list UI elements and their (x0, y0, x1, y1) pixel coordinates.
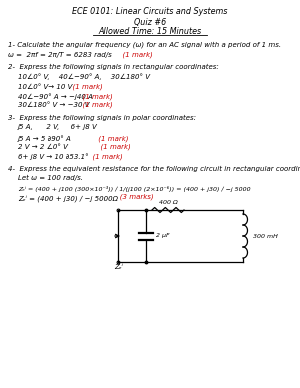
Text: (1 mark): (1 mark) (68, 84, 103, 90)
Text: Zₑⁱ = (400 + j30) ∕ −j 5000Ω: Zₑⁱ = (400 + j30) ∕ −j 5000Ω (18, 194, 118, 201)
Text: 300 mH: 300 mH (253, 234, 278, 239)
Text: Allowed Time: 15 Minutes: Allowed Time: 15 Minutes (98, 27, 202, 36)
Text: 40∠−90° A → −j40 A: 40∠−90° A → −j40 A (18, 93, 93, 100)
Text: 10∠0° V,    40∠−90° A,    30∠180° V: 10∠0° V, 40∠−90° A, 30∠180° V (18, 73, 150, 80)
Text: Zₑⁱ: Zₑⁱ (114, 264, 123, 270)
Text: 2-  Express the following signals in rectangular coordinates:: 2- Express the following signals in rect… (8, 64, 219, 70)
Text: (1 mark): (1 mark) (78, 135, 128, 142)
Text: (3 marks): (3 marks) (113, 194, 154, 201)
Text: (1 mark): (1 mark) (78, 93, 113, 99)
Text: 30∠180° V → −30 V: 30∠180° V → −30 V (18, 102, 89, 108)
Text: 3-  Express the following signals in polar coordinates:: 3- Express the following signals in pola… (8, 115, 196, 121)
Text: j5 A,      2 V,     6+ j8 V: j5 A, 2 V, 6+ j8 V (18, 124, 98, 130)
Text: (1 mark): (1 mark) (78, 102, 113, 109)
Text: Quiz #6: Quiz #6 (134, 18, 166, 27)
Text: 2 μF: 2 μF (156, 234, 169, 239)
Text: j5 A → 5 ∂90° A: j5 A → 5 ∂90° A (18, 135, 72, 142)
Text: 4-  Express the equivalent resistance for the following circuit in rectangular c: 4- Express the equivalent resistance for… (8, 166, 300, 172)
Text: 400 Ω: 400 Ω (159, 200, 177, 205)
Text: (1 mark): (1 mark) (78, 144, 131, 151)
Text: (1 mark): (1 mark) (88, 153, 123, 159)
Text: 1- Calculate the angular frequency (ω) for an AC signal with a period of 1 ms.: 1- Calculate the angular frequency (ω) f… (8, 41, 281, 48)
Text: Let ω = 100 rad/s.: Let ω = 100 rad/s. (18, 175, 83, 181)
Text: Zₑⁱ = (400 + j100 (300×10⁻³)) ∕ 1/(j100 (2×10⁻⁶)) = (400 + j30) ∕ −j 5000: Zₑⁱ = (400 + j100 (300×10⁻³)) ∕ 1/(j100 … (18, 186, 250, 192)
Text: ω =  2πf = 2π/T = 6283 rad/s: ω = 2πf = 2π/T = 6283 rad/s (8, 52, 112, 58)
Text: (1 mark): (1 mark) (118, 52, 153, 59)
Text: 10∠0° V→ 10 V: 10∠0° V→ 10 V (18, 84, 72, 90)
Text: 2 V → 2 ∠0° V: 2 V → 2 ∠0° V (18, 144, 68, 150)
Text: 6+ j8 V → 10 ∂53.1°: 6+ j8 V → 10 ∂53.1° (18, 153, 88, 160)
Text: ECE 0101: Linear Circuits and Systems: ECE 0101: Linear Circuits and Systems (72, 7, 228, 16)
